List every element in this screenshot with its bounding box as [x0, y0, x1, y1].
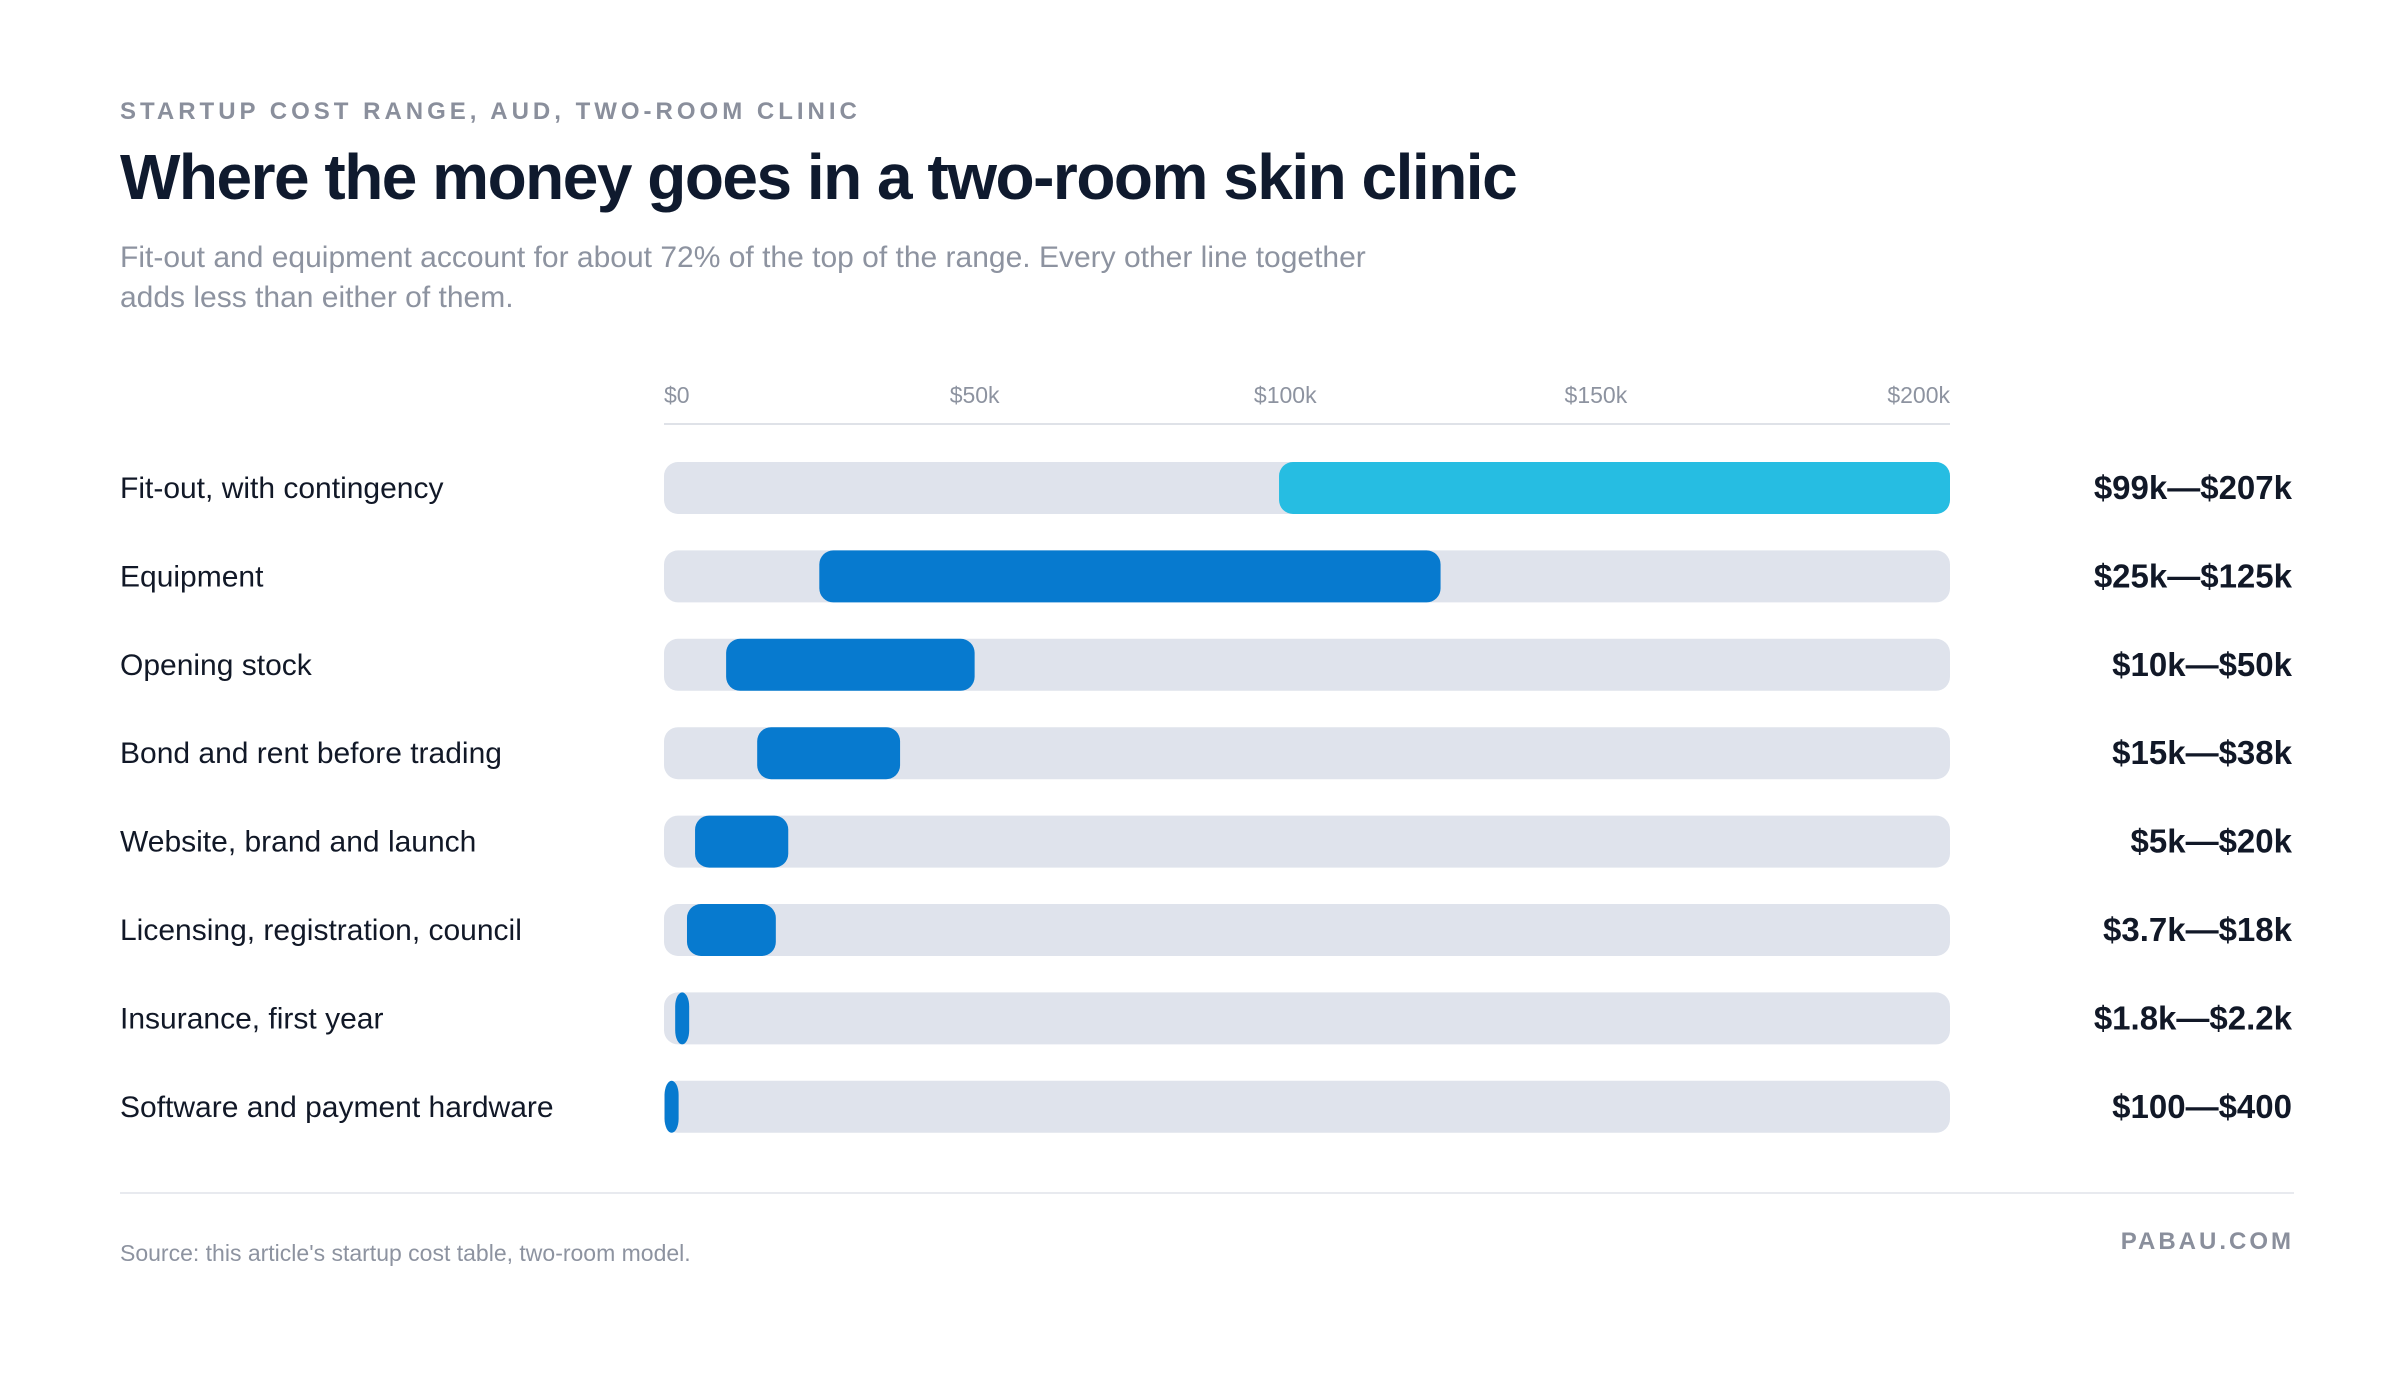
category-label: Insurance, first year	[120, 1002, 383, 1035]
range-bar	[819, 550, 1441, 603]
category-label: Licensing, registration, council	[120, 914, 522, 947]
range-value-label: $15k—$38k	[2112, 734, 2292, 771]
range-bar	[1279, 462, 1950, 514]
range-bar	[757, 727, 901, 780]
range-bar	[686, 904, 776, 956]
chart-subtitle: Fit-out and equipment account for about …	[120, 241, 1366, 314]
range-value-label: $100—$400	[2112, 1088, 2292, 1125]
x-tick-label: $150k	[1565, 382, 1628, 408]
range-bar	[675, 992, 690, 1045]
range-bar	[695, 815, 789, 868]
bar-track	[664, 727, 1950, 780]
bar-track	[664, 638, 1950, 691]
range-value-label: $5k—$20k	[2131, 823, 2293, 860]
x-tick-label: $200k	[1887, 382, 1950, 408]
brand-logo-text: PABAU.COM	[2120, 1228, 2294, 1255]
range-bar	[664, 1080, 679, 1133]
x-tick-label: $100k	[1254, 382, 1317, 408]
footer-divider	[120, 1192, 2294, 1194]
bar-track	[664, 1080, 1950, 1133]
category-label: Website, brand and launch	[120, 826, 476, 859]
category-label: Bond and rent before trading	[120, 737, 502, 770]
chart-title: Where the money goes in a two-room skin …	[120, 141, 1518, 213]
bar-track	[664, 815, 1950, 868]
chart-eyebrow: STARTUP COST RANGE, AUD, TWO-ROOM CLINIC	[120, 98, 861, 125]
x-tick-label: $50k	[950, 382, 1000, 408]
x-tick-label: $0	[664, 382, 690, 408]
category-label: Fit-out, with contingency	[120, 472, 443, 505]
bar-track	[664, 992, 1950, 1045]
range-value-label: $1.8k—$2.2k	[2094, 999, 2293, 1036]
category-label: Software and payment hardware	[120, 1091, 554, 1124]
range-value-label: $3.7k—$18k	[2103, 911, 2293, 948]
range-value-label: $25k—$125k	[2094, 557, 2293, 594]
range-value-label: $10k—$50k	[2112, 646, 2292, 683]
source-note: Source: this article's startup cost tabl…	[120, 1240, 691, 1266]
bar-track	[664, 904, 1950, 956]
range-bar	[726, 638, 975, 691]
category-label: Opening stock	[120, 649, 313, 682]
category-label: Equipment	[120, 560, 264, 593]
range-value-label: $99k—$207k	[2094, 469, 2293, 506]
